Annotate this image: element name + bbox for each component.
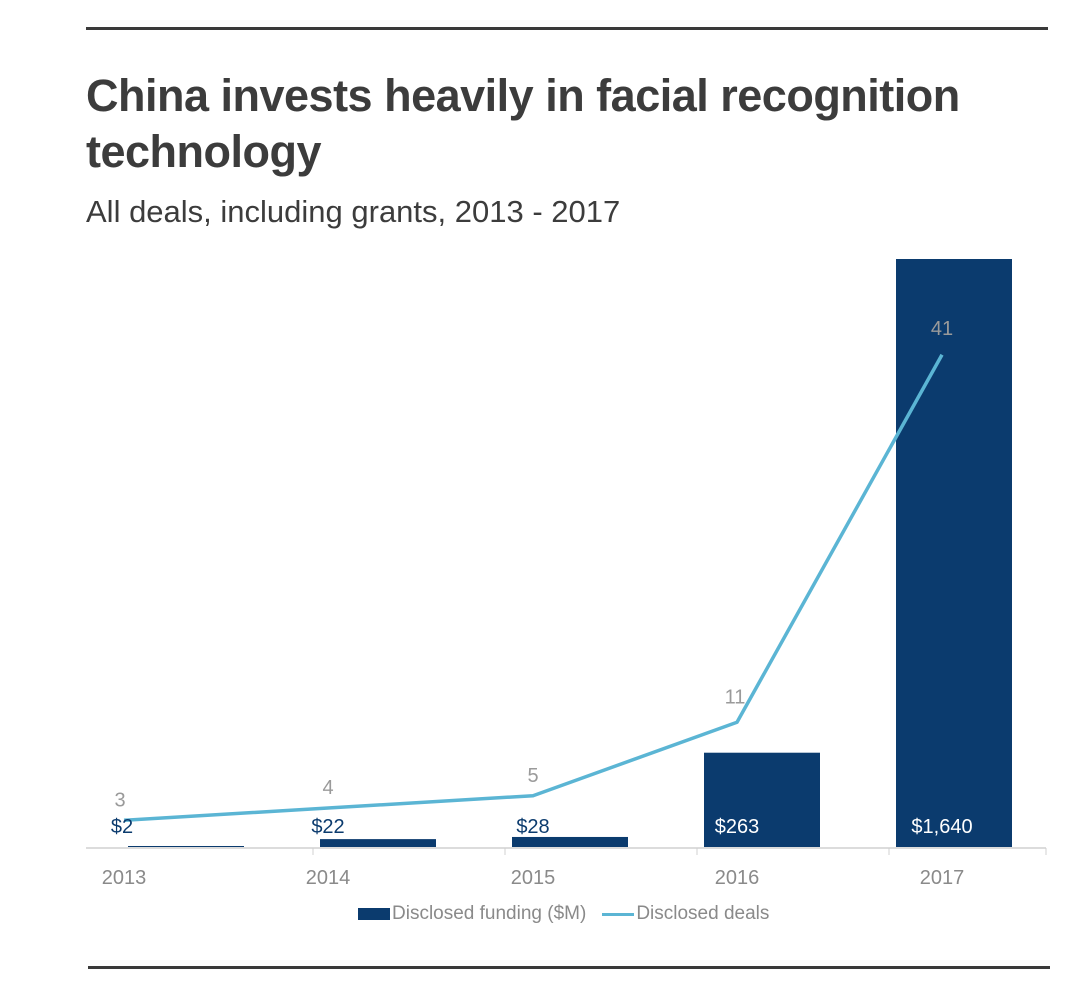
- funding-label-2013: $2: [111, 816, 133, 838]
- funding-bar-2014: [320, 839, 436, 847]
- deals-line: [123, 353, 944, 822]
- deals-label-2017: 41: [931, 318, 953, 340]
- legend-label-funding: Disclosed funding ($M): [392, 903, 587, 924]
- funding-bar-2013: [128, 846, 244, 847]
- bottom-rule: [88, 966, 1050, 969]
- deals-label-2016: 11: [725, 686, 746, 708]
- legend-swatch-deals: [602, 912, 635, 916]
- legend-item-funding: Disclosed funding ($M): [358, 903, 586, 925]
- legend-label-deals: Disclosed deals: [636, 903, 770, 924]
- funding-bars: [128, 259, 1012, 847]
- data-labels: 3 4 5 11 41 $2 $22 $28 $263 $1,640: [111, 318, 973, 838]
- legend-item-deals: Disclosed deals: [602, 903, 769, 925]
- deals-label-2015: 5: [527, 765, 538, 787]
- x-tick-label-2016: 2016: [715, 867, 760, 889]
- funding-label-2016: $263: [715, 816, 760, 838]
- chart-title: China invests heavily in facial recognit…: [86, 70, 960, 177]
- chart-subtitle: All deals, including grants, 2013 - 2017: [86, 194, 621, 229]
- x-tick-label-2015: 2015: [511, 867, 556, 889]
- funding-label-2014: $22: [311, 816, 344, 838]
- x-axis: 2013 2014 2015 2016 2017: [86, 847, 1047, 889]
- deals-line-layer: [123, 353, 944, 822]
- x-tick-label-2017: 2017: [920, 867, 965, 889]
- funding-label-2015: $28: [516, 816, 549, 838]
- deals-label-2013: 3: [114, 789, 125, 811]
- legend: Disclosed funding ($M) Disclosed deals: [358, 901, 785, 927]
- x-tick-label-2013: 2013: [102, 867, 147, 889]
- funding-bar-2016: [704, 752, 820, 847]
- funding-bar-2017: [896, 259, 1012, 847]
- legend-swatch-funding: [358, 908, 390, 920]
- deals-label-2014: 4: [322, 777, 333, 799]
- x-tick-label-2014: 2014: [306, 867, 351, 889]
- top-rule: [86, 27, 1048, 30]
- funding-bar-2015: [512, 836, 628, 847]
- funding-label-2017: $1,640: [911, 816, 972, 838]
